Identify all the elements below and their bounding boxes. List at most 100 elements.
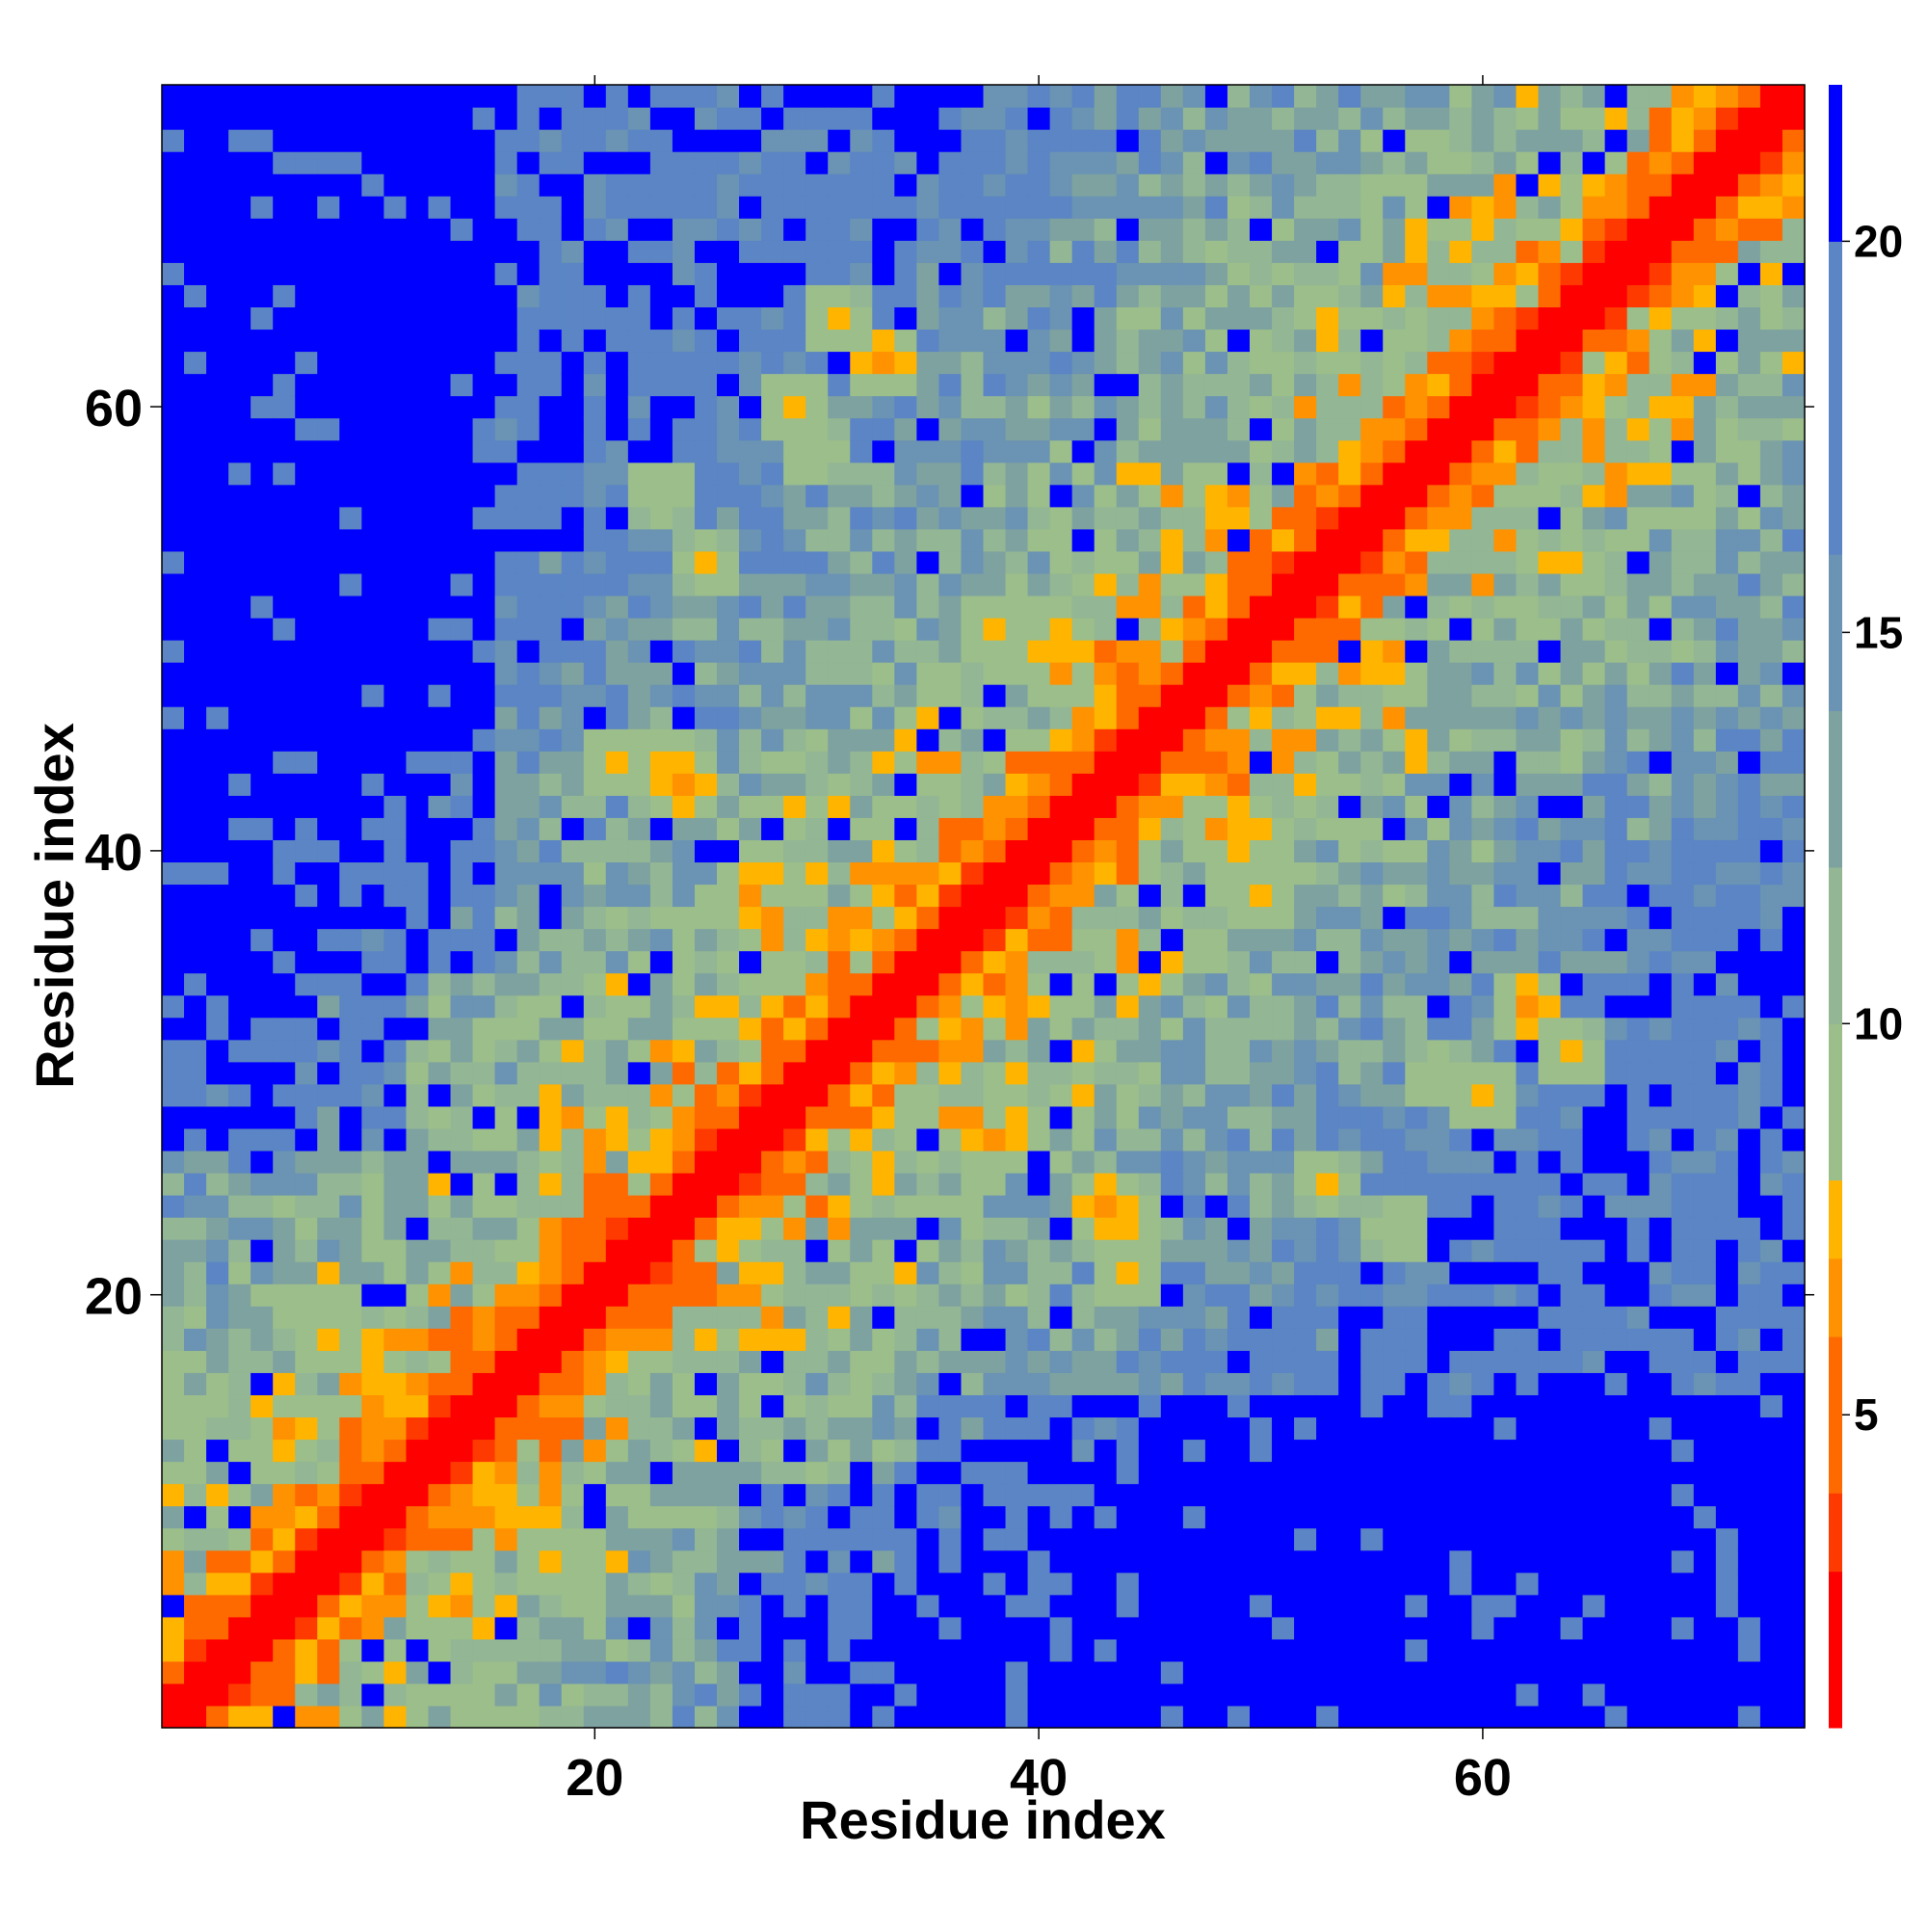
- heatmap-cell: [1138, 1328, 1162, 1351]
- heatmap-cell: [1294, 240, 1317, 263]
- heatmap-cell: [1582, 617, 1606, 641]
- heatmap-cell: [1427, 1394, 1450, 1418]
- heatmap-cell: [428, 1306, 452, 1329]
- heatmap-cell: [938, 484, 963, 508]
- heatmap-cell: [717, 528, 740, 552]
- heatmap-cell: [1471, 884, 1495, 908]
- heatmap-cell: [583, 129, 607, 152]
- heatmap-cell: [1471, 528, 1495, 552]
- heatmap-cell: [1316, 1394, 1339, 1418]
- heatmap-cell: [1249, 417, 1273, 441]
- heatmap-cell: [206, 1549, 229, 1574]
- heatmap-cell: [872, 1127, 895, 1151]
- heatmap-cell: [1360, 1572, 1384, 1596]
- heatmap-cell: [739, 617, 762, 641]
- heatmap-cell: [627, 218, 651, 241]
- heatmap-cell: [961, 262, 985, 285]
- heatmap-cell: [1360, 884, 1384, 908]
- heatmap-cell: [1493, 1127, 1518, 1151]
- heatmap-cell: [273, 1461, 296, 1485]
- heatmap-cell: [317, 550, 340, 574]
- heatmap-cell: [1360, 1217, 1384, 1240]
- heatmap-cell: [1493, 506, 1518, 530]
- heatmap-cell: [1316, 1505, 1339, 1529]
- heatmap-cell: [162, 861, 185, 886]
- heatmap-cell: [206, 1705, 229, 1729]
- heatmap-cell: [605, 1061, 629, 1085]
- heatmap-cell: [539, 1127, 563, 1151]
- heatmap-cell: [1005, 839, 1029, 863]
- heatmap-cell: [472, 351, 496, 375]
- heatmap-cell: [739, 196, 762, 219]
- heatmap-cell: [1538, 462, 1562, 486]
- heatmap-cell: [1049, 706, 1073, 729]
- heatmap-cell: [739, 1705, 762, 1729]
- heatmap-cell: [961, 1284, 985, 1307]
- heatmap-cell: [273, 640, 296, 663]
- heatmap-cell: [295, 1039, 318, 1063]
- heatmap-cell: [1227, 1306, 1251, 1329]
- heatmap-cell: [472, 640, 496, 663]
- heatmap-cell: [1116, 928, 1140, 952]
- heatmap-cell: [162, 85, 185, 108]
- heatmap-cell: [739, 85, 762, 108]
- heatmap-cell: [1604, 1682, 1628, 1707]
- heatmap-cell: [1294, 1017, 1317, 1041]
- heatmap-cell: [1116, 640, 1140, 663]
- heatmap-cell: [1294, 684, 1317, 707]
- heatmap-cell: [938, 1172, 963, 1196]
- heatmap-cell: [983, 1039, 1007, 1063]
- heatmap-cell: [162, 1682, 185, 1707]
- heatmap-cell: [694, 1239, 718, 1262]
- heatmap-cell: [516, 1306, 541, 1329]
- heatmap-cell: [383, 173, 408, 197]
- heatmap-cell: [961, 151, 985, 174]
- heatmap-cell: [1560, 1150, 1584, 1174]
- heatmap-cell: [450, 1638, 474, 1662]
- heatmap-cell: [1094, 1284, 1118, 1307]
- heatmap-cell: [1538, 1660, 1562, 1684]
- heatmap-cell: [1360, 1105, 1384, 1129]
- heatmap-cell: [850, 728, 873, 752]
- heatmap-cell: [783, 817, 806, 840]
- heatmap-cell: [1626, 994, 1650, 1019]
- heatmap-cell: [428, 906, 452, 930]
- heatmap-cell: [1249, 1284, 1273, 1307]
- heatmap-cell: [1582, 817, 1606, 840]
- heatmap-cell: [472, 218, 496, 241]
- heatmap-cell: [251, 861, 274, 886]
- heatmap-cell: [1538, 972, 1562, 996]
- heatmap-cell: [1538, 1439, 1562, 1463]
- heatmap-cell: [1005, 1439, 1029, 1463]
- heatmap-cell: [828, 1705, 851, 1729]
- heatmap-cell: [494, 351, 518, 375]
- heatmap-cell: [1560, 439, 1584, 463]
- heatmap-cell: [1316, 1439, 1339, 1463]
- heatmap-cell: [1471, 1439, 1495, 1463]
- heatmap-cell: [916, 1083, 940, 1107]
- heatmap-cell: [1272, 1217, 1295, 1240]
- heatmap-cell: [1383, 1527, 1406, 1551]
- heatmap-cell: [1449, 1505, 1472, 1529]
- heatmap-cell: [1493, 395, 1518, 419]
- heatmap-cell: [1360, 351, 1384, 375]
- heatmap-cell: [339, 617, 362, 641]
- heatmap-cell: [649, 1549, 673, 1574]
- heatmap-cell: [295, 1572, 318, 1596]
- heatmap-cell: [516, 1039, 541, 1063]
- heatmap-cell: [717, 994, 740, 1019]
- heatmap-cell: [850, 1572, 873, 1596]
- heatmap-cell: [1071, 773, 1095, 796]
- heatmap-cell: [649, 884, 673, 908]
- heatmap-cell: [872, 839, 895, 863]
- heatmap-cell: [1272, 617, 1295, 641]
- heatmap-cell: [1449, 1017, 1472, 1041]
- heatmap-cell: [273, 218, 296, 241]
- heatmap-cell: [383, 751, 408, 774]
- heatmap-cell: [1249, 572, 1273, 596]
- heatmap-cell: [228, 550, 251, 574]
- heatmap-cell: [1649, 1660, 1673, 1684]
- heatmap-cell: [1649, 994, 1673, 1019]
- heatmap-cell: [739, 1195, 762, 1218]
- heatmap-cell: [1272, 1572, 1295, 1596]
